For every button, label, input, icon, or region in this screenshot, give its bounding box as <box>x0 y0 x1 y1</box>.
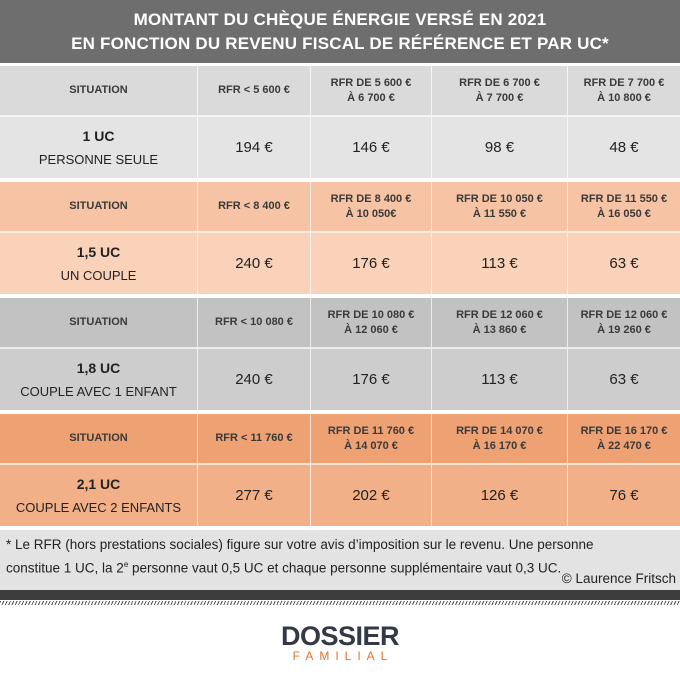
amount-cell: 126 € <box>432 465 568 526</box>
table-group: SITUATION RFR < 11 760 € RFR DE 11 760 € À … <box>0 414 680 526</box>
header-cell: RFR DE 5 600 € À 6 700 € <box>311 66 432 115</box>
amount-cell: 194 € <box>198 117 311 178</box>
page-title: MONTANT DU CHÈQUE ÉNERGIE VERSÉ EN 2021 … <box>0 0 680 63</box>
header-cell: SITUATION <box>0 66 198 115</box>
footnote: * Le RFR (hors prestations sociales) fig… <box>0 530 680 590</box>
header-cell: RFR DE 16 170 € À 22 470 € <box>580 424 668 452</box>
hatch-divider <box>0 601 680 605</box>
uc-label: 2,1 UC <box>76 476 121 492</box>
table-row: 2,1 UC COUPLE AVEC 2 ENFANTS 277 €202 €126… <box>0 465 680 526</box>
amount-cell: 240 € <box>198 349 311 410</box>
amount-cell: 176 € <box>311 349 432 410</box>
title-line-2: EN FONCTION DU REVENU FISCAL DE RÉFÉRENC… <box>71 34 609 53</box>
footnote-line-1: * Le RFR (hors prestations sociales) fig… <box>6 537 594 552</box>
amount-cell: 48 € <box>609 139 639 156</box>
header-cell: RFR DE 14 070 € À 16 170 € <box>432 414 568 463</box>
header-cell: RFR < 10 080 € <box>198 298 311 347</box>
cheque-energie-table: SITUATION RFR < 5 600 € RFR DE 5 600 € À 6 … <box>0 66 680 530</box>
amount-cell: 98 € <box>432 117 568 178</box>
uc-label: 1,5 UC <box>76 244 121 260</box>
amount-cell: 202 € <box>311 465 432 526</box>
header-cell: SITUATION <box>0 182 198 231</box>
amount-cell: 146 € <box>311 117 432 178</box>
header-row: SITUATION RFR < 11 760 € RFR DE 11 760 € À … <box>0 414 680 465</box>
header-row: SITUATION RFR < 8 400 € RFR DE 8 400 € À 10… <box>0 182 680 233</box>
divider-bar <box>0 590 680 600</box>
household-label: PERSONNE SEULE <box>38 152 159 167</box>
copyright: © Laurence Fritsch <box>561 571 676 586</box>
header-cell: RFR DE 10 080 € À 12 060 € <box>311 298 432 347</box>
table-group: SITUATION RFR < 5 600 € RFR DE 5 600 € À 6 … <box>0 66 680 178</box>
household-label: COUPLE AVEC 1 ENFANT <box>20 384 177 399</box>
table-group: SITUATION RFR < 8 400 € RFR DE 8 400 € À 10… <box>0 182 680 294</box>
header-cell: SITUATION <box>0 298 198 347</box>
header-row: SITUATION RFR < 5 600 € RFR DE 5 600 € À 6 … <box>0 66 680 117</box>
title-line-1: MONTANT DU CHÈQUE ÉNERGIE VERSÉ EN 2021 <box>133 10 547 29</box>
header-cell: RFR < 5 600 € <box>198 66 311 115</box>
household-label: UN COUPLE <box>60 268 137 283</box>
amount-cell: 76 € <box>609 487 639 504</box>
table-row: 1 UC PERSONNE SEULE 194 €146 €98 € 48 € <box>0 117 680 178</box>
amount-cell: 176 € <box>311 233 432 294</box>
header-cell: RFR DE 6 700 € À 7 700 € <box>432 66 568 115</box>
header-cell: RFR DE 11 550 € À 16 050 € <box>580 192 668 220</box>
table-row: 1,8 UC COUPLE AVEC 1 ENFANT 240 €176 €113 … <box>0 349 680 410</box>
header-cell: RFR < 11 760 € <box>198 414 311 463</box>
uc-label: 1,8 UC <box>76 360 121 376</box>
header-row: SITUATION RFR < 10 080 € RFR DE 10 080 € À … <box>0 298 680 349</box>
uc-label: 1 UC <box>82 128 115 144</box>
header-cell: RFR DE 11 760 € À 14 070 € <box>311 414 432 463</box>
table-group: SITUATION RFR < 10 080 € RFR DE 10 080 € À … <box>0 298 680 410</box>
situation-cell: 1 UC PERSONNE SEULE <box>0 117 198 178</box>
header-cell: RFR DE 12 060 € À 19 260 € <box>580 308 668 336</box>
header-cell: SITUATION <box>0 414 198 463</box>
amount-cell: 240 € <box>198 233 311 294</box>
situation-cell: 2,1 UC COUPLE AVEC 2 ENFANTS <box>0 465 198 526</box>
header-cell: RFR DE 10 050 € À 11 550 € <box>432 182 568 231</box>
amount-cell: 113 € <box>432 349 568 410</box>
header-cell: RFR < 8 400 € <box>198 182 311 231</box>
amount-cell: 63 € <box>609 371 639 388</box>
situation-cell: 1,8 UC COUPLE AVEC 1 ENFANT <box>0 349 198 410</box>
amount-cell: 277 € <box>198 465 311 526</box>
situation-cell: 1,5 UC UN COUPLE <box>0 233 198 294</box>
amount-cell: 113 € <box>432 233 568 294</box>
header-cell: RFR DE 8 400 € À 10 050€ <box>311 182 432 231</box>
dossier-familial-logo: DOSSIER FAMILIAL <box>280 621 400 663</box>
header-cell: RFR DE 7 700 € À 10 800 € <box>583 76 665 104</box>
header-cell: RFR DE 12 060 € À 13 860 € <box>432 298 568 347</box>
footnote-line-2: constitue 1 UC, la 2e personne vaut 0,5 … <box>6 560 562 576</box>
household-label: COUPLE AVEC 2 ENFANTS <box>15 500 182 515</box>
table-row: 1,5 UC UN COUPLE 240 €176 €113 € 63 € <box>0 233 680 294</box>
amount-cell: 63 € <box>609 255 639 272</box>
